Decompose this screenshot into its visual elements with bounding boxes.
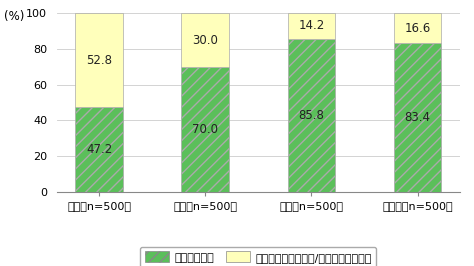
Text: 47.2: 47.2 [86, 143, 112, 156]
Text: 70.0: 70.0 [192, 123, 218, 136]
Y-axis label: (%): (%) [4, 10, 25, 23]
Text: 52.8: 52.8 [86, 54, 112, 67]
Text: 85.8: 85.8 [299, 109, 324, 122]
Text: 16.6: 16.6 [404, 22, 431, 35]
Bar [75, 107, 123, 192]
Bar [394, 13, 441, 43]
Bar [288, 39, 335, 192]
Text: 14.2: 14.2 [298, 19, 325, 32]
Bar [75, 13, 123, 107]
Text: 83.4: 83.4 [405, 111, 430, 124]
Bar [182, 67, 229, 192]
Bar [288, 13, 335, 39]
Bar [394, 43, 441, 192]
Bar [182, 13, 229, 67]
Text: 30.0: 30.0 [192, 34, 218, 47]
Legend: 実施している, 特に実施していない/必要としていない: 実施している, 特に実施していない/必要としていない [140, 247, 376, 266]
